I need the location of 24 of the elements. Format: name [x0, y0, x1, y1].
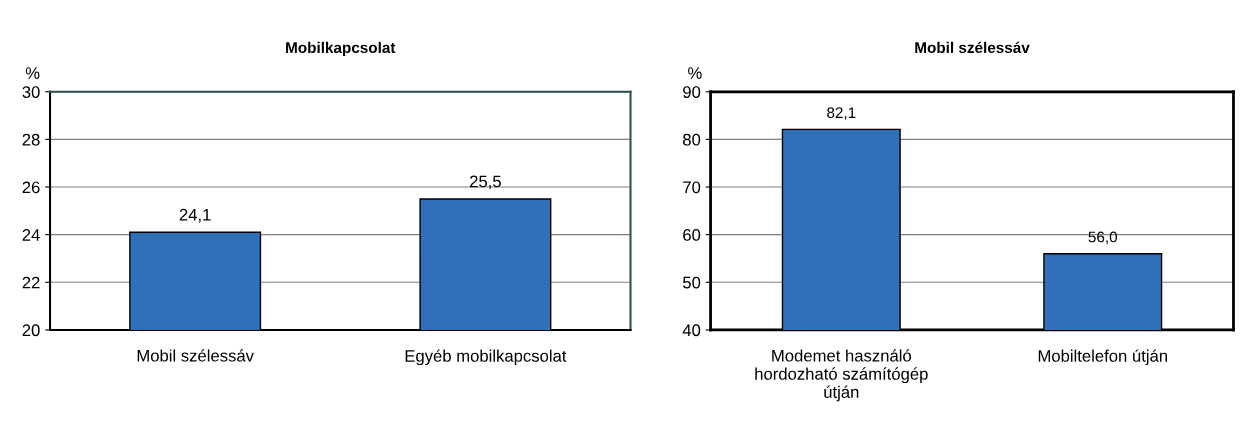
- chart-title: Mobilkapcsolat: [286, 41, 396, 57]
- data-label: 25,5: [470, 175, 501, 190]
- data-label: 24,1: [179, 208, 211, 223]
- y-tick-label: 60: [683, 229, 701, 241]
- y-tick-label: 30: [22, 86, 40, 98]
- y-tick-label: 50: [682, 276, 701, 289]
- x-tick-label: Mobil szélessáv: [137, 349, 254, 362]
- x-tick-label: Modemet használó hordozható számítógép útján: [755, 349, 928, 402]
- y-tick-label: 80: [683, 133, 701, 146]
- y-axis-title: %: [688, 67, 702, 79]
- chart-title: Mobil szélessáv: [915, 41, 1030, 54]
- y-tick-label: 22: [22, 276, 40, 289]
- x-tick-label: Egyéb mobilkapcsolat: [405, 349, 567, 366]
- x-tick-label: Mobiltelefon útján: [1038, 349, 1167, 366]
- y-axis-title: %: [25, 67, 40, 79]
- y-tick-label: 24: [22, 229, 40, 241]
- y-tick-label: 28: [22, 133, 40, 146]
- y-tick-label: 20: [22, 324, 40, 337]
- y-tick-label: 26: [22, 181, 40, 194]
- data-label: 56,0: [1088, 231, 1118, 245]
- y-tick-label: 90: [683, 86, 701, 98]
- data-label: 82,1: [827, 107, 856, 120]
- y-tick-label: 40: [682, 324, 701, 337]
- y-tick-label: 70: [683, 181, 701, 194]
